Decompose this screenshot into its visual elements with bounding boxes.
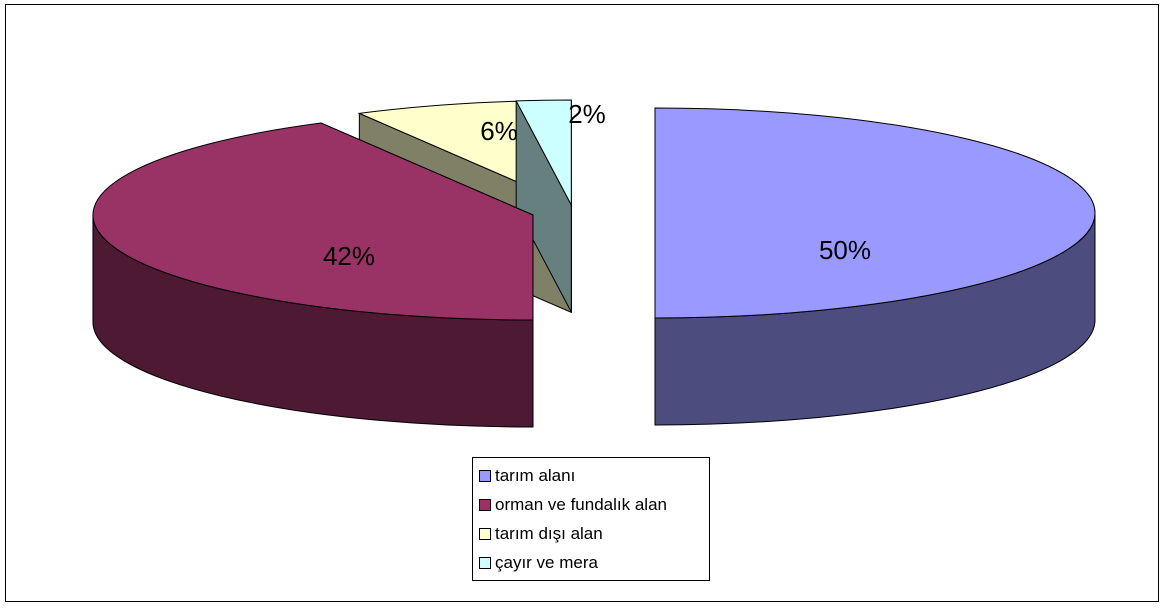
legend-item-tarim-disi-alan: tarım dışı alan (473, 519, 709, 548)
data-label-cayir-ve-mera: 2% (568, 99, 606, 129)
legend-swatch-cayir-ve-mera (479, 556, 491, 569)
legend-label-cayir-ve-mera: çayır ve mera (495, 552, 598, 572)
legend-item-tarim-alani: tarım alanı (473, 461, 709, 490)
legend-item-orman-ve-fundalik-alan: orman ve fundalık alan (473, 490, 709, 519)
pie-slice-orman-ve-fundalik-alan (92, 122, 534, 321)
legend: tarım alanı orman ve fundalık alan tarım… (472, 457, 710, 581)
legend-label-tarim-alani: tarım alanı (495, 465, 576, 485)
legend-label-orman-ve-fundalik-alan: orman ve fundalık alan (495, 494, 667, 514)
data-label-tarim-disi-alan: 6% (480, 116, 518, 146)
data-label-tarim-alani: 50% (819, 235, 871, 265)
pie-slice-tarim-alani (654, 107, 1096, 319)
legend-swatch-tarim-disi-alan (479, 527, 491, 540)
legend-swatch-tarim-alani (479, 469, 491, 482)
legend-swatch-orman-ve-fundalik-alan (479, 498, 491, 511)
pie-slice-cayir-ve-mera (515, 99, 572, 206)
data-label-orman-ve-fundalik-alan: 42% (323, 241, 375, 271)
legend-item-cayir-ve-mera: çayır ve mera (473, 548, 709, 577)
legend-label-tarim-disi-alan: tarım dışı alan (495, 523, 603, 543)
